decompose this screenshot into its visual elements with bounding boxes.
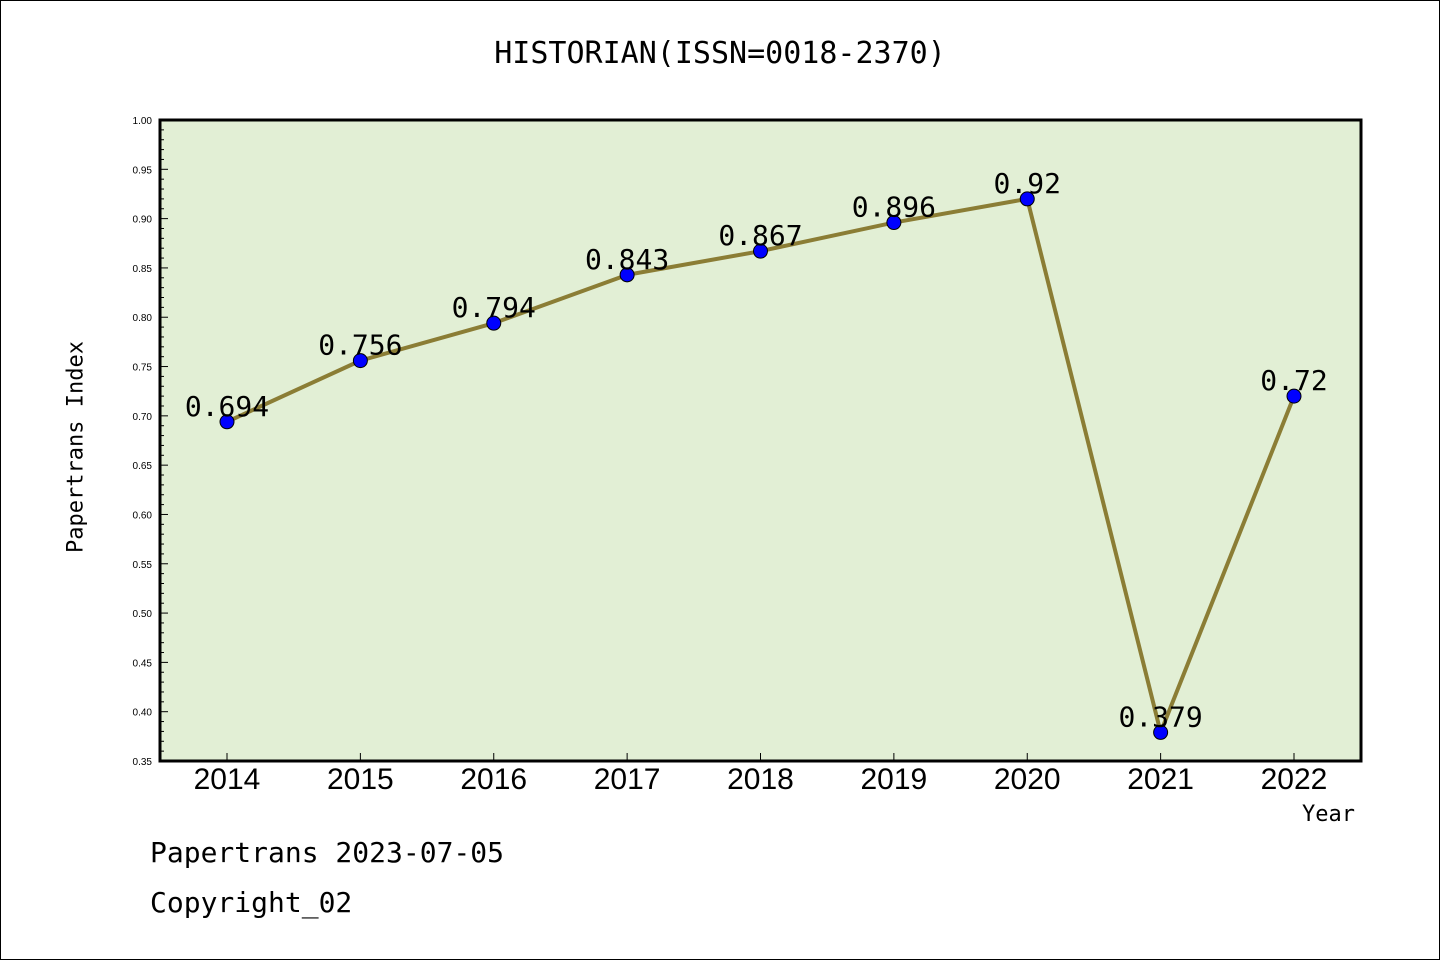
data-point — [886, 215, 902, 231]
data-label: 0.896 — [852, 191, 936, 224]
data-label: 0.867 — [718, 219, 802, 252]
x-tick-label: 2014 — [194, 763, 261, 796]
data-label: 0.379 — [1118, 700, 1202, 733]
footer-date: Papertrans 2023-07-05 — [150, 836, 505, 869]
plot-area — [160, 120, 1361, 761]
chart-title: HISTORIAN(ISSN=0018-2370) — [494, 36, 946, 71]
x-tick-label: 2016 — [460, 763, 527, 796]
x-tick-label: 2021 — [1127, 763, 1194, 796]
y-tick-label: 0.75 — [133, 363, 153, 374]
x-tick-label: 2015 — [327, 763, 394, 796]
x-tick-label: 2017 — [594, 763, 661, 796]
x-axis-label: Year — [1302, 802, 1355, 827]
y-tick-label: 0.35 — [133, 757, 153, 768]
y-tick-label: 0.65 — [133, 461, 153, 472]
data-point — [1286, 388, 1302, 404]
data-point — [753, 243, 768, 259]
x-tick-label: 2020 — [994, 763, 1061, 796]
data-point — [1019, 191, 1035, 207]
data-label: 0.92 — [994, 167, 1061, 200]
data-label: 0.843 — [585, 243, 669, 276]
y-tick-label: 1.00 — [133, 116, 153, 127]
x-tick-label: 2018 — [727, 763, 794, 796]
y-tick-label: 0.95 — [133, 165, 153, 176]
y-tick-label: 0.90 — [133, 215, 153, 226]
y-tick-label: 0.40 — [133, 708, 153, 719]
data-label: 0.694 — [185, 390, 269, 423]
data-label-group: 0.694 0.756 0.794 0.843 0.867 0.896 0.92 0.379 0… — [185, 167, 1328, 734]
y-tick-label: 0.80 — [133, 313, 153, 324]
data-point — [486, 315, 502, 331]
y-tick-label: 0.55 — [133, 560, 153, 571]
data-point — [219, 414, 235, 430]
x-axis: 2014 2015 2016 2017 2018 2019 2020 2021 2022 — [194, 753, 1328, 796]
x-tick-label: 2022 — [1261, 763, 1328, 796]
data-label: 0.72 — [1260, 364, 1327, 397]
y-tick-label: 0.60 — [133, 510, 153, 521]
data-label: 0.794 — [452, 291, 536, 324]
y-axis-label: Papertrans Index — [63, 341, 89, 553]
marker-group — [219, 191, 1302, 740]
y-tick-label: 0.45 — [133, 658, 153, 669]
data-point — [352, 353, 368, 369]
plot-border — [158, 118, 1363, 763]
data-point — [619, 267, 635, 283]
y-tick-label: 0.50 — [133, 609, 153, 620]
footer-copyright: Copyright_02 — [150, 886, 353, 919]
y-tick-label: 0.85 — [133, 264, 153, 275]
x-tick-label: 2019 — [861, 763, 928, 796]
y-tick-label: 0.70 — [133, 412, 153, 423]
data-point — [1153, 724, 1169, 740]
data-label: 0.756 — [318, 329, 402, 362]
